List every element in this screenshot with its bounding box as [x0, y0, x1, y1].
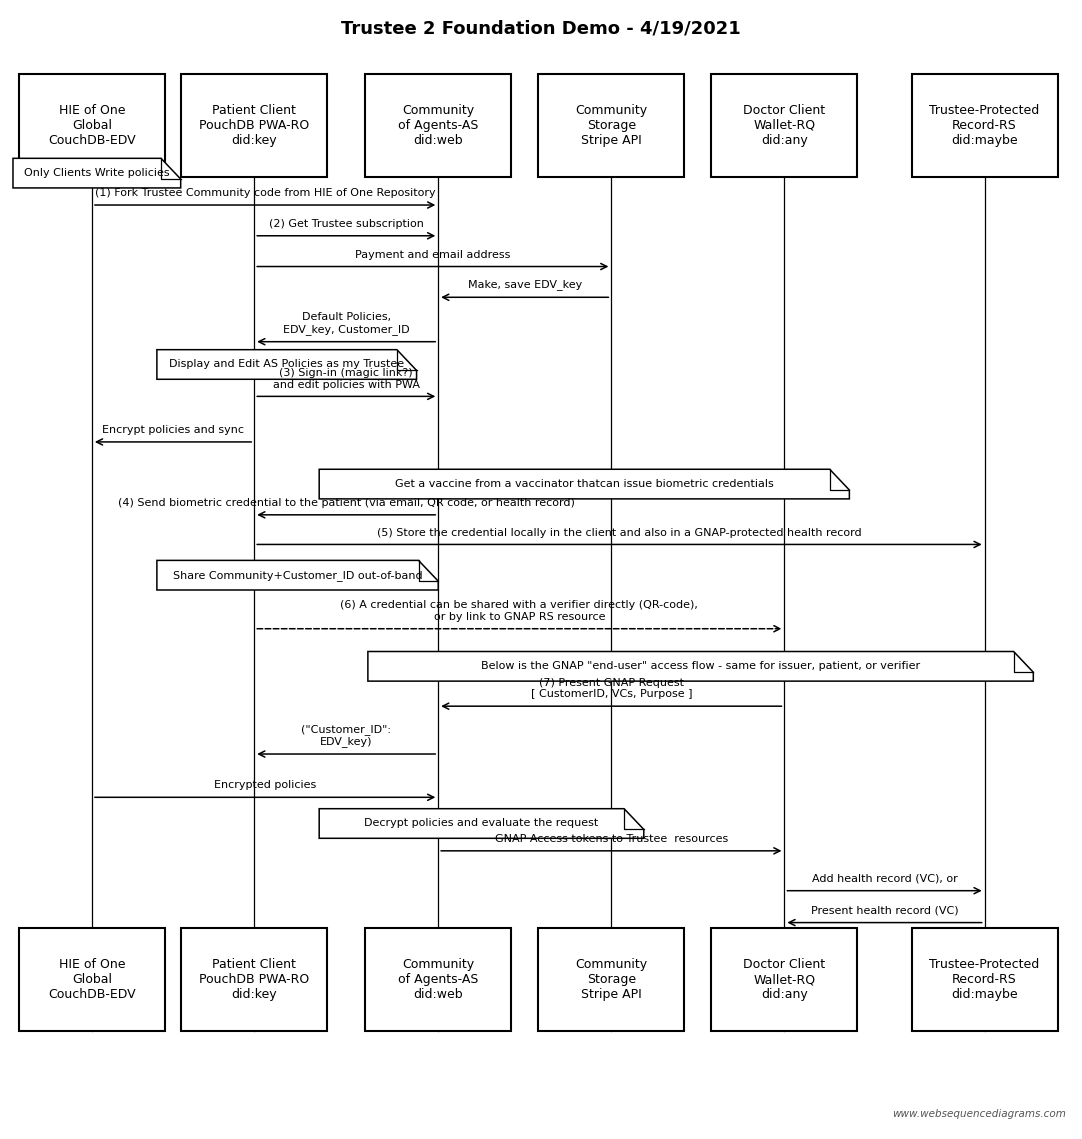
Text: HIE of One
Global
CouchDB-EDV: HIE of One Global CouchDB-EDV	[49, 104, 135, 147]
Text: Display and Edit AS Policies as my Trustee: Display and Edit AS Policies as my Trust…	[169, 360, 405, 369]
Text: HIE of One
Global
CouchDB-EDV: HIE of One Global CouchDB-EDV	[49, 958, 135, 1001]
Text: (6) A credential can be shared with a verifier directly (QR-code),
or by link to: (6) A credential can be shared with a ve…	[341, 600, 698, 622]
Bar	[538, 74, 684, 177]
Text: Encrypt policies and sync: Encrypt policies and sync	[102, 425, 245, 435]
Polygon shape	[319, 809, 644, 838]
Text: GNAP Access tokens to Trustee  resources: GNAP Access tokens to Trustee resources	[494, 834, 728, 844]
Text: Payment and email address: Payment and email address	[355, 249, 511, 260]
Text: Default Policies,
EDV_key, Customer_ID: Default Policies, EDV_key, Customer_ID	[282, 312, 410, 335]
Text: Patient Client
PouchDB PWA-RO
did:key: Patient Client PouchDB PWA-RO did:key	[199, 958, 309, 1001]
Text: ("Customer_ID":
EDV_key): ("Customer_ID": EDV_key)	[301, 723, 392, 747]
Bar	[366, 74, 511, 177]
Polygon shape	[319, 469, 849, 499]
Text: Doctor Client
Wallet-RQ
did:any: Doctor Client Wallet-RQ did:any	[743, 104, 826, 147]
Bar	[19, 74, 166, 177]
Polygon shape	[157, 350, 417, 379]
Bar	[911, 928, 1057, 1031]
Text: Below is the GNAP "end-user" access flow - same for issuer, patient, or verifier: Below is the GNAP "end-user" access flow…	[481, 662, 920, 671]
Bar	[366, 928, 511, 1031]
Polygon shape	[13, 158, 181, 188]
Text: (1) Fork Trustee Community code from HIE of One Repository: (1) Fork Trustee Community code from HIE…	[95, 188, 435, 198]
Text: Trustee 2 Foundation Demo - 4/19/2021: Trustee 2 Foundation Demo - 4/19/2021	[341, 19, 741, 38]
Polygon shape	[368, 652, 1033, 681]
Bar	[181, 74, 327, 177]
Text: Community
of Agents-AS
did:web: Community of Agents-AS did:web	[398, 104, 478, 147]
Text: Share Community+Customer_ID out-of-band: Share Community+Customer_ID out-of-band	[173, 570, 422, 581]
Text: Decrypt policies and evaluate the request: Decrypt policies and evaluate the reques…	[365, 819, 598, 828]
Text: Make, save EDV_key: Make, save EDV_key	[467, 279, 582, 290]
Bar	[181, 928, 327, 1031]
Bar	[911, 74, 1057, 177]
Bar	[538, 928, 684, 1031]
Text: (5) Store the credential locally in the client and also in a GNAP-protected heal: (5) Store the credential locally in the …	[378, 527, 861, 538]
Text: Trustee-Protected
Record-RS
did:maybe: Trustee-Protected Record-RS did:maybe	[929, 104, 1040, 147]
Bar	[712, 74, 857, 177]
Bar	[19, 928, 166, 1031]
Text: Encrypted policies: Encrypted policies	[214, 780, 316, 790]
Text: Only Clients Write policies: Only Clients Write policies	[24, 169, 170, 178]
Text: Patient Client
PouchDB PWA-RO
did:key: Patient Client PouchDB PWA-RO did:key	[199, 104, 309, 147]
Text: Community
of Agents-AS
did:web: Community of Agents-AS did:web	[398, 958, 478, 1001]
Text: (4) Send biometric credential to the patient (via email, QR code, or health reco: (4) Send biometric credential to the pat…	[118, 498, 575, 508]
Text: Add health record (VC), or: Add health record (VC), or	[812, 874, 958, 884]
Text: (3) Sign-in (magic link?)
and edit policies with PWA: (3) Sign-in (magic link?) and edit polic…	[273, 368, 420, 390]
Text: (2) Get Trustee subscription: (2) Get Trustee subscription	[268, 219, 424, 229]
Polygon shape	[157, 560, 438, 590]
Text: Doctor Client
Wallet-RQ
did:any: Doctor Client Wallet-RQ did:any	[743, 958, 826, 1001]
Text: Present health record (VC): Present health record (VC)	[810, 906, 959, 916]
Bar	[712, 928, 857, 1031]
Text: Community
Storage
Stripe API: Community Storage Stripe API	[576, 104, 647, 147]
Text: Community
Storage
Stripe API: Community Storage Stripe API	[576, 958, 647, 1001]
Text: Trustee-Protected
Record-RS
did:maybe: Trustee-Protected Record-RS did:maybe	[929, 958, 1040, 1001]
Text: (7) Present GNAP Request
[ CustomerID, VCs, Purpose ]: (7) Present GNAP Request [ CustomerID, V…	[530, 678, 692, 699]
Text: www.websequencediagrams.com: www.websequencediagrams.com	[892, 1109, 1066, 1118]
Text: Get a vaccine from a vaccinator thatcan issue biometric credentials: Get a vaccine from a vaccinator thatcan …	[395, 480, 774, 489]
